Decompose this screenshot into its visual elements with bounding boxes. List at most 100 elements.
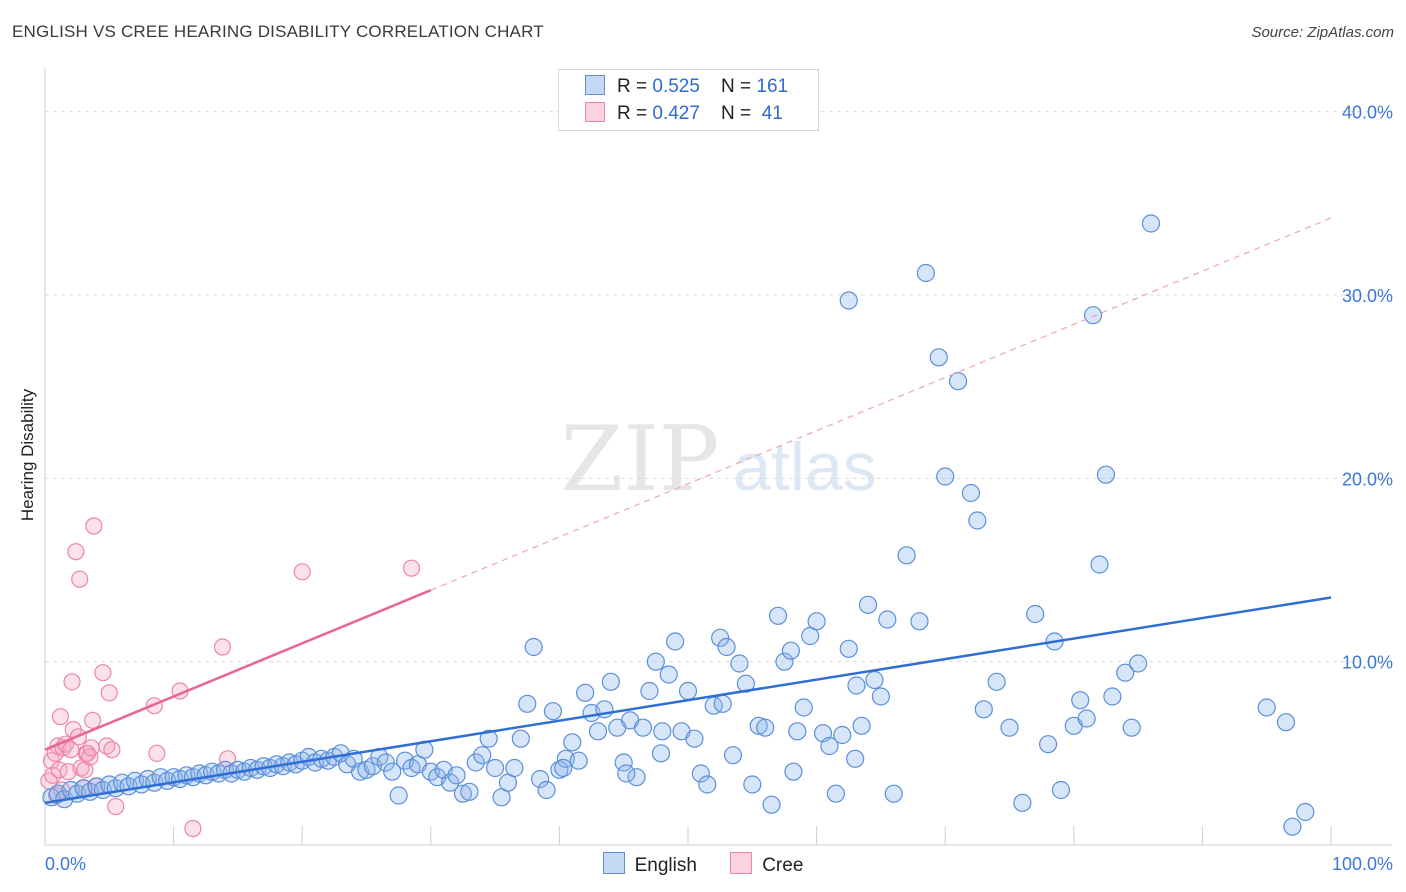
cree-point	[82, 739, 100, 757]
english-point	[376, 753, 395, 772]
english-point	[1128, 654, 1148, 673]
y-tick-label-20: 20.0%	[1342, 469, 1393, 489]
cree-point	[63, 673, 81, 691]
english-point	[833, 725, 852, 745]
english-point	[537, 780, 556, 800]
cree-point	[83, 711, 102, 729]
english-point	[1026, 604, 1045, 624]
english-point	[1051, 780, 1071, 800]
english-point	[852, 716, 871, 735]
english-point	[846, 749, 865, 768]
english-point	[743, 775, 762, 794]
english-point	[554, 758, 573, 778]
english-point	[929, 348, 948, 367]
cree-point	[51, 708, 70, 726]
english-point	[1096, 465, 1116, 484]
cree-point	[85, 517, 103, 535]
english-point	[576, 683, 595, 702]
english-point	[563, 733, 582, 752]
x-tick-label-max: 100.0%	[1332, 854, 1393, 874]
cree-trend-line	[44, 589, 432, 751]
english-point	[711, 628, 730, 647]
english-point	[531, 769, 550, 789]
english-point	[640, 681, 659, 701]
cree-point	[213, 638, 232, 656]
english-point	[447, 766, 466, 785]
cree-n-value: 41	[756, 103, 783, 124]
english-point	[781, 641, 800, 660]
trend-lines	[44, 217, 1332, 805]
english-point	[713, 694, 732, 713]
english-point	[858, 595, 878, 614]
english-point	[936, 467, 955, 486]
english-swatch	[585, 75, 605, 95]
legend-item-cree: Cree	[730, 852, 803, 877]
cree-r-label: R =	[617, 103, 653, 124]
cree-trend-extension	[430, 217, 1332, 591]
english-point	[826, 784, 845, 803]
english-point	[1283, 817, 1302, 836]
english-point	[1276, 713, 1296, 732]
english-point	[1038, 735, 1058, 754]
chart-source: Source: ZipAtlas.com	[1251, 24, 1394, 41]
english-point	[1071, 691, 1090, 710]
english-point	[865, 670, 884, 690]
english-point	[730, 654, 749, 673]
english-point	[1141, 214, 1161, 233]
english-point	[617, 764, 636, 783]
english-point	[614, 753, 633, 772]
english-r-label: R =	[617, 76, 653, 97]
english-point	[820, 736, 839, 756]
english-trend-line	[44, 596, 1332, 805]
english-point	[383, 762, 402, 781]
cree-swatch	[585, 102, 605, 122]
bottom-legend: English Cree	[0, 852, 1406, 877]
x-tick-label-min: 0.0%	[45, 854, 86, 874]
english-point	[878, 610, 897, 629]
watermark-zip: ZIP	[561, 407, 720, 512]
english-n-value: 161	[756, 76, 789, 97]
english-point	[685, 729, 704, 748]
english-point	[974, 700, 993, 719]
english-point	[1296, 802, 1315, 822]
english-point	[1000, 718, 1019, 737]
english-point	[646, 652, 665, 671]
english-point	[910, 612, 929, 631]
cree-point	[81, 748, 99, 766]
y-tick-labels: 10.0% 20.0% 30.0% 40.0%	[1342, 103, 1393, 673]
english-point	[839, 291, 858, 310]
cree-point	[59, 763, 77, 781]
watermark-atlas: atlas	[733, 429, 877, 505]
english-point	[569, 751, 588, 770]
english-point	[505, 758, 524, 778]
english-point	[839, 639, 858, 658]
english-point	[678, 681, 698, 701]
english-point	[543, 702, 563, 721]
english-point	[762, 795, 781, 814]
english-point	[389, 786, 408, 805]
cree-point	[94, 664, 112, 682]
english-point	[756, 718, 775, 737]
legend-row-cree: R = 0.427 N = 41	[585, 102, 783, 126]
english-point	[466, 753, 485, 772]
english-point	[717, 637, 736, 657]
english-point	[871, 687, 891, 706]
y-tick-label-40: 40.0%	[1342, 103, 1393, 123]
english-point	[691, 764, 710, 783]
english-point	[948, 372, 968, 391]
english-point	[723, 746, 743, 765]
english-point	[479, 729, 498, 748]
cree-point	[103, 741, 121, 759]
cree-point	[100, 684, 118, 702]
english-point	[961, 483, 981, 503]
english-point	[807, 612, 826, 631]
english-point	[897, 546, 916, 565]
cree-point	[402, 559, 421, 577]
cree-point	[107, 797, 125, 816]
english-point	[627, 768, 646, 787]
english-point	[453, 784, 473, 803]
english-point	[440, 773, 460, 792]
y-tick-label-30: 30.0%	[1342, 286, 1393, 306]
legend-english-swatch	[602, 852, 625, 874]
english-point	[784, 762, 803, 781]
